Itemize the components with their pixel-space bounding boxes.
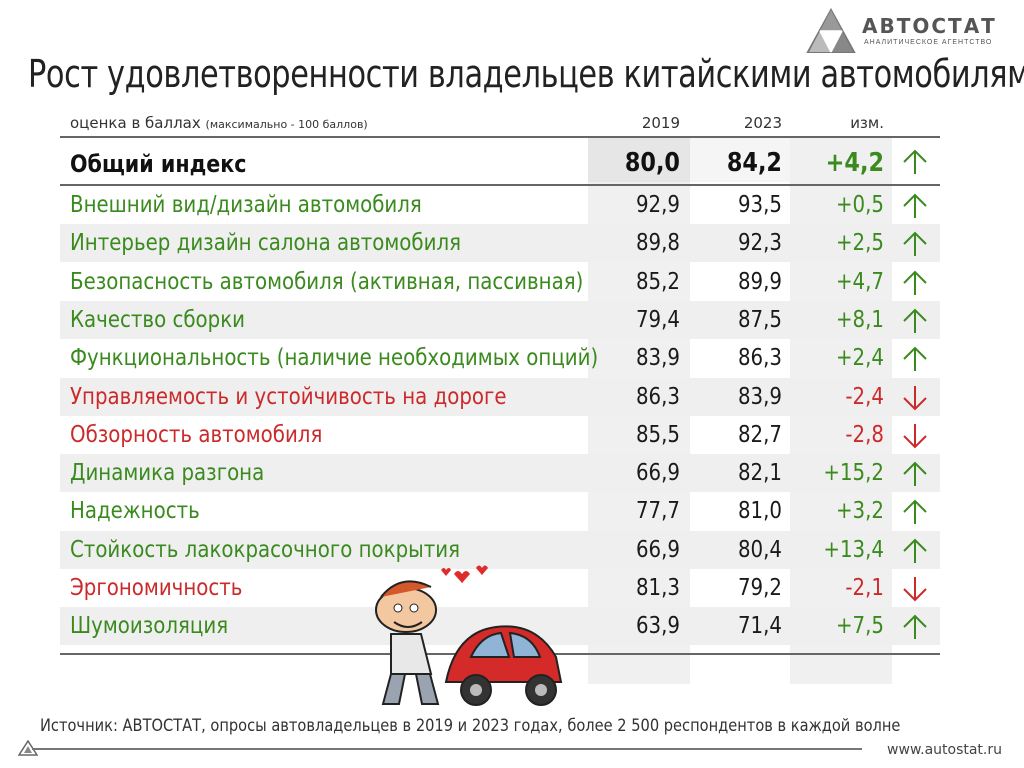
row-value-2019: 66,9 bbox=[635, 460, 680, 487]
arrow-up-icon bbox=[903, 538, 927, 563]
overall-index-label: Общий индекс bbox=[70, 150, 247, 178]
row-change: +3,2 bbox=[835, 498, 884, 525]
row-value-2019: 63,9 bbox=[635, 613, 680, 640]
arrow-up-icon bbox=[903, 308, 927, 333]
row-label: Стойкость лакокрасочного покрытия bbox=[70, 536, 461, 563]
header-col-change: изм. bbox=[850, 114, 884, 132]
table-row: Стойкость лакокрасочного покрытия 66,9 80,… bbox=[60, 530, 940, 569]
arrow-up-icon bbox=[903, 614, 927, 640]
row-value-2023: 82,1 bbox=[737, 460, 782, 487]
logo-triangle-icon bbox=[806, 8, 856, 53]
row-value-2019: 85,2 bbox=[635, 268, 680, 295]
row-change: +2,5 bbox=[835, 230, 884, 257]
row-label: Динамика разгона bbox=[70, 460, 265, 487]
row-label: Надежность bbox=[70, 498, 200, 525]
arrow-down-icon bbox=[903, 577, 927, 602]
row-value-2023: 89,9 bbox=[737, 268, 782, 295]
arrow-up-icon bbox=[903, 346, 927, 372]
row-value-2019: 86,3 bbox=[635, 383, 680, 410]
row-change: -2,1 bbox=[845, 575, 884, 601]
table-row: Эргономичность 81,3 79,2 -2,1 bbox=[60, 569, 940, 607]
arrow-down-icon bbox=[903, 385, 927, 410]
table-row: Интерьер дизайн салона автомобиля 89,8 92,… bbox=[60, 224, 940, 263]
table-header: оценка в баллах (максимально - 100 балло… bbox=[60, 106, 940, 136]
row-label: Обзорность автомобиля bbox=[70, 421, 323, 448]
overall-value-2023: 84,2 bbox=[726, 148, 782, 178]
overall-index-row: Общий индекс 80,0 84,2 +4,2 bbox=[60, 138, 940, 182]
logo-name: АВТОСТАТ bbox=[862, 14, 997, 38]
table-row: Надежность 77,7 81,0 +3,2 bbox=[60, 492, 940, 530]
table-row: Динамика разгона 66,9 82,1 +15,2 bbox=[60, 454, 940, 493]
row-change: +4,7 bbox=[835, 268, 884, 295]
row-value-2023: 82,7 bbox=[737, 421, 782, 448]
table-row: Безопасность автомобиля (активная, пасси… bbox=[60, 263, 940, 301]
page-title: Рост удовлетворенности владельцев китайс… bbox=[28, 52, 1024, 96]
table-row: Обзорность автомобиля 85,5 82,7 -2,8 bbox=[60, 416, 940, 454]
row-value-2019: 77,7 bbox=[635, 498, 680, 525]
table-row: Функциональность (наличие необходимых оп… bbox=[60, 339, 940, 377]
arrow-up-icon bbox=[903, 231, 927, 257]
arrow-up-icon bbox=[903, 270, 927, 295]
row-label: Функциональность (наличие необходимых оп… bbox=[70, 345, 599, 372]
table-row: Внешний вид/дизайн автомобиля 92,9 93,5 +0,… bbox=[60, 186, 940, 224]
row-value-2023: 80,4 bbox=[737, 536, 782, 563]
overall-change: +4,2 bbox=[825, 148, 884, 178]
row-value-2023: 93,5 bbox=[737, 192, 782, 218]
row-change: -2,4 bbox=[845, 383, 884, 410]
header-label: оценка в баллах (максимально - 100 балло… bbox=[70, 114, 368, 132]
row-change: +8,1 bbox=[835, 306, 884, 333]
row-label: Управляемость и устойчивость на дороге bbox=[70, 383, 507, 410]
row-value-2023: 71,4 bbox=[737, 613, 782, 640]
arrow-down-icon bbox=[903, 423, 927, 449]
arrow-up-icon bbox=[903, 461, 927, 487]
row-change: -2,8 bbox=[845, 421, 884, 448]
overall-divider bbox=[60, 184, 940, 186]
table-row: Управляемость и устойчивость на дороге 86… bbox=[60, 377, 940, 416]
row-value-2023: 81,0 bbox=[737, 498, 782, 525]
logo-subtitle: АНАЛИТИЧЕСКОЕ АГЕНТСТВО bbox=[864, 39, 993, 46]
row-label: Шумоизоляция bbox=[70, 613, 229, 640]
row-value-2019: 85,5 bbox=[635, 421, 680, 448]
header-label-main: оценка в баллах bbox=[70, 114, 201, 132]
header-divider bbox=[60, 136, 940, 138]
row-value-2019: 83,9 bbox=[635, 345, 680, 372]
footer-line bbox=[32, 748, 862, 750]
row-change: +15,2 bbox=[823, 460, 884, 487]
row-label: Внешний вид/дизайн автомобиля bbox=[70, 192, 422, 218]
row-value-2019: 92,9 bbox=[635, 192, 680, 218]
website-url: www.autostat.ru bbox=[887, 742, 1002, 758]
table-row: Качество сборки 79,4 87,5 +8,1 bbox=[60, 300, 940, 339]
overall-value-2019: 80,0 bbox=[624, 148, 680, 178]
source-note: Источник: АВТОСТАТ, опросы автовладельце… bbox=[40, 716, 901, 736]
overall-bg-2023 bbox=[690, 138, 790, 182]
cartoon-man-with-car-illustration bbox=[375, 565, 563, 706]
autostat-logo: АВТОСТАТ АНАЛИТИЧЕСКОЕ АГЕНТСТВО bbox=[806, 6, 1006, 56]
row-label: Эргономичность bbox=[70, 575, 243, 601]
header-col-2019: 2019 bbox=[641, 114, 680, 132]
row-value-2019: 79,4 bbox=[635, 306, 680, 333]
row-value-2019: 81,3 bbox=[635, 575, 680, 601]
row-label: Безопасность автомобиля (активная, пасси… bbox=[70, 268, 584, 295]
row-value-2019: 89,8 bbox=[635, 230, 680, 257]
row-value-2023: 87,5 bbox=[737, 306, 782, 333]
row-value-2023: 86,3 bbox=[737, 345, 782, 372]
arrow-up-icon bbox=[903, 499, 927, 525]
arrow-up-icon bbox=[903, 193, 927, 218]
row-change: +7,5 bbox=[835, 613, 884, 640]
row-value-2023: 92,3 bbox=[737, 230, 782, 257]
row-value-2023: 83,9 bbox=[737, 383, 782, 410]
row-change: +2,4 bbox=[835, 345, 884, 372]
row-value-2023: 79,2 bbox=[737, 575, 782, 601]
overall-bg-2019 bbox=[588, 138, 690, 182]
row-label: Интерьер дизайн салона автомобиля bbox=[70, 230, 462, 257]
row-change: +0,5 bbox=[835, 192, 884, 218]
header-label-note: (максимально - 100 баллов) bbox=[205, 118, 368, 131]
row-change: +13,4 bbox=[823, 536, 884, 563]
row-label: Качество сборки bbox=[70, 306, 246, 333]
arrow-up-icon bbox=[903, 149, 927, 174]
row-value-2019: 66,9 bbox=[635, 536, 680, 563]
header-col-2023: 2023 bbox=[743, 114, 782, 132]
